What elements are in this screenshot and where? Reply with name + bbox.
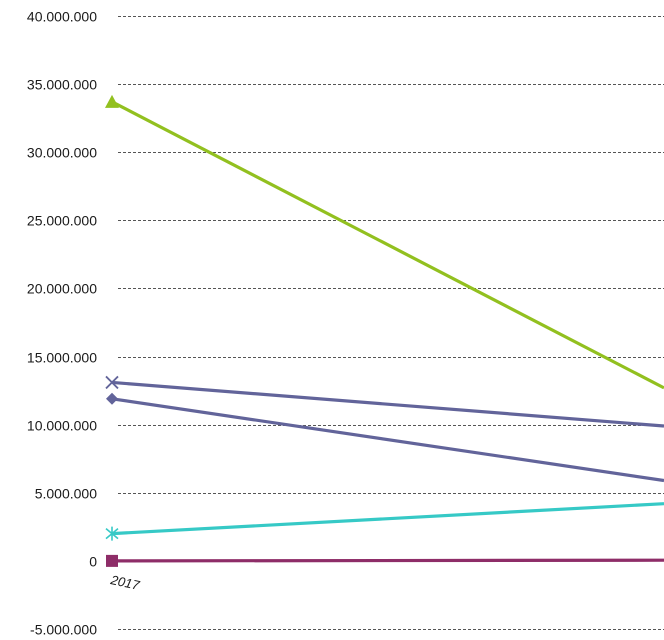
x-tick-label: 2017 bbox=[108, 572, 141, 593]
y-tick-label: 5.000.000 bbox=[35, 486, 97, 502]
y-tick-label: 40.000.000 bbox=[27, 9, 97, 25]
series-line-4 bbox=[111, 502, 664, 536]
series-line-1 bbox=[111, 100, 664, 390]
series-line-3 bbox=[111, 397, 664, 483]
y-tick-label: 20.000.000 bbox=[27, 281, 97, 297]
series-lines bbox=[105, 94, 664, 567]
series-2-marker-x bbox=[105, 375, 119, 390]
y-axis-tick-labels: -5.000.000 0 5.000.000 10.000.000 15.000.000… bbox=[27, 9, 97, 638]
y-tick-label: 10.000.000 bbox=[27, 418, 97, 434]
x-axis-tick-labels: 2017 bbox=[108, 572, 141, 593]
series-4-marker-asterisk bbox=[105, 526, 119, 541]
gridlines bbox=[118, 16, 664, 630]
series-1-marker-triangle bbox=[105, 94, 119, 108]
series-5-marker-square bbox=[106, 554, 118, 567]
series-line-2 bbox=[111, 380, 664, 428]
series-line-5 bbox=[111, 558, 664, 563]
y-tick-label: 15.000.000 bbox=[27, 350, 97, 366]
y-tick-label: 25.000.000 bbox=[27, 213, 97, 229]
series-3-marker-diamond bbox=[106, 392, 118, 405]
y-tick-label: 35.000.000 bbox=[27, 77, 97, 93]
y-tick-label: 30.000.000 bbox=[27, 145, 97, 161]
y-tick-label: -5.000.000 bbox=[30, 622, 97, 638]
y-tick-label: 0 bbox=[89, 554, 97, 570]
